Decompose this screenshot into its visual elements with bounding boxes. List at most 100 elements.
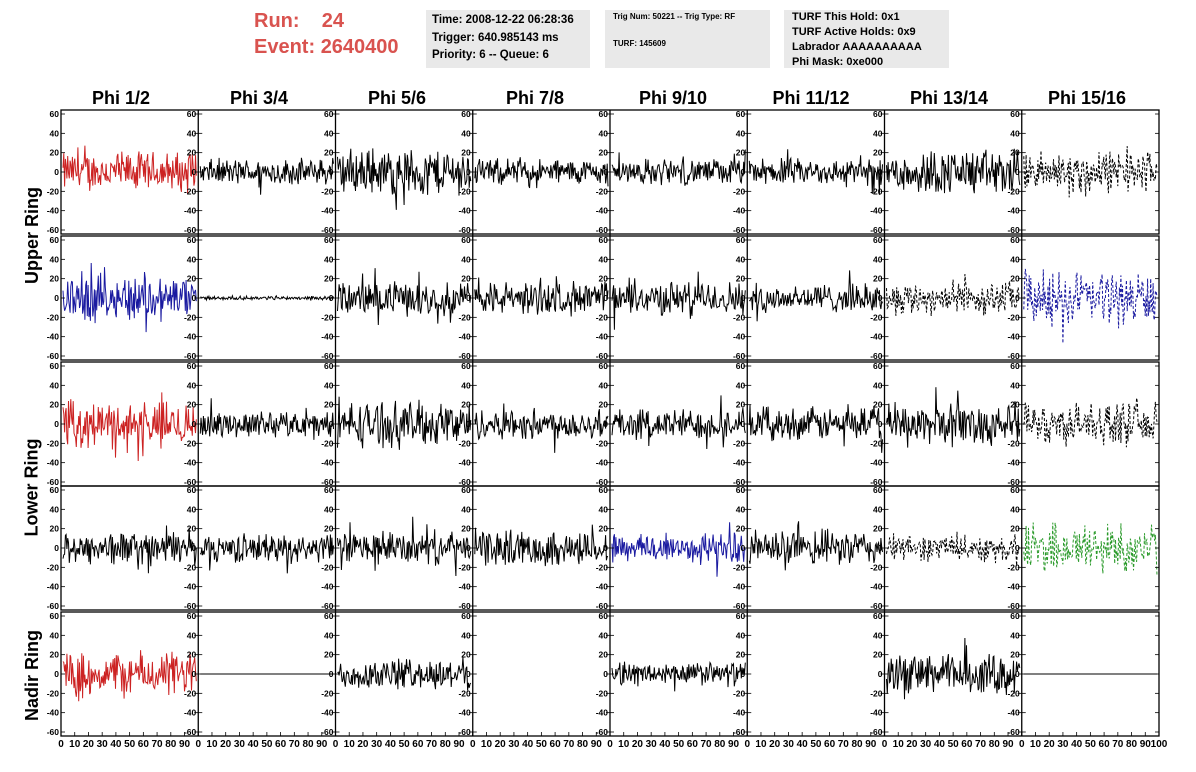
y-tick-label: 40 xyxy=(461,630,471,640)
y-tick-label: 40 xyxy=(599,380,609,390)
y-tick-label: 20 xyxy=(50,400,60,410)
y-tick-label: -40 xyxy=(870,332,883,342)
y-tick-label: 40 xyxy=(324,504,334,514)
y-tick-label: 40 xyxy=(599,630,609,640)
x-tick-label: 60 xyxy=(138,739,150,750)
y-tick-label: -60 xyxy=(321,727,334,737)
y-tick-label: 60 xyxy=(599,109,609,119)
y-tick-label: 60 xyxy=(187,485,197,495)
y-tick-label: -20 xyxy=(184,186,197,196)
x-tick-label: 20 xyxy=(769,739,781,750)
waveform-trace-r3-c5 xyxy=(748,521,883,571)
y-tick-label: -60 xyxy=(184,225,197,235)
x-tick-label: 50 xyxy=(124,739,136,750)
y-tick-label: 0 xyxy=(1015,543,1020,553)
column-title-phi-13-14: Phi 13/14 xyxy=(909,88,989,108)
time-info-box: Time: 2008-12-22 06:28:36 Trigger: 640.9… xyxy=(426,10,590,68)
y-tick-label: 40 xyxy=(599,504,609,514)
x-tick-label: 70 xyxy=(1112,739,1124,750)
y-tick-label: -40 xyxy=(733,708,746,718)
y-tick-label: 60 xyxy=(736,361,746,371)
y-tick-label: 0 xyxy=(54,419,59,429)
y-tick-label: 60 xyxy=(324,235,334,245)
waveform-trace-r1-c6 xyxy=(886,274,1021,317)
y-tick-label: -20 xyxy=(321,438,334,448)
x-tick-label: 10 xyxy=(893,739,905,750)
run-row: Run: 24 xyxy=(254,8,399,34)
y-tick-label: 40 xyxy=(324,630,334,640)
y-tick-label: -20 xyxy=(184,688,197,698)
column-title-phi-7-8: Phi 7/8 xyxy=(505,88,565,108)
y-tick-label: 0 xyxy=(603,167,608,177)
y-tick-label: 20 xyxy=(736,274,746,284)
y-tick-label: -20 xyxy=(733,312,746,322)
y-tick-label: -40 xyxy=(596,458,609,468)
waveform-trace-r0-c5 xyxy=(748,149,883,195)
y-tick-label: -20 xyxy=(596,562,609,572)
y-tick-label: 60 xyxy=(461,485,471,495)
y-tick-label: 40 xyxy=(873,504,883,514)
x-tick-label: 30 xyxy=(371,739,383,750)
y-tick-label: -60 xyxy=(870,477,883,487)
y-tick-label: 40 xyxy=(873,254,883,264)
y-tick-label: 20 xyxy=(873,650,883,660)
y-tick-label: 0 xyxy=(741,419,746,429)
y-tick-label: 60 xyxy=(1010,109,1020,119)
x-tick-label: 20 xyxy=(83,739,95,750)
waveform-trace-r2-c2 xyxy=(337,396,472,450)
y-tick-label: 0 xyxy=(1015,419,1020,429)
y-tick-label: 20 xyxy=(599,148,609,158)
y-tick-label: 20 xyxy=(599,524,609,534)
y-tick-label: 20 xyxy=(873,524,883,534)
x-tick-label: 10 xyxy=(481,739,493,750)
y-tick-label: -60 xyxy=(596,225,609,235)
y-tick-label: -40 xyxy=(47,458,60,468)
column-title-phi-11-12: Phi 11/12 xyxy=(772,88,850,108)
y-tick-label: -20 xyxy=(458,562,471,572)
y-tick-label: -60 xyxy=(47,351,60,361)
y-tick-label: -20 xyxy=(321,688,334,698)
turf-line: TURF: 145609 xyxy=(613,39,666,48)
y-tick-label: -40 xyxy=(870,206,883,216)
x-tick-label: 70 xyxy=(289,739,301,750)
waveform-trace-r1-c3 xyxy=(474,276,609,317)
waveform-trace-r1-c0 xyxy=(62,262,197,333)
y-tick-label: -40 xyxy=(321,708,334,718)
y-tick-label: 60 xyxy=(187,361,197,371)
y-tick-label: -20 xyxy=(321,186,334,196)
y-tick-label: 20 xyxy=(873,148,883,158)
x-tick-label: 50 xyxy=(948,739,960,750)
y-tick-label: 0 xyxy=(54,669,59,679)
waveform-trace-r1-c5 xyxy=(748,270,883,322)
y-tick-label: 40 xyxy=(1010,380,1020,390)
y-tick-label: 20 xyxy=(187,524,197,534)
x-tick-label: 40 xyxy=(522,739,534,750)
x-tick-label: 40 xyxy=(797,739,809,750)
waveform-trace-r2-c0 xyxy=(62,392,197,462)
x-tick-label: 70 xyxy=(152,739,164,750)
y-tick-label: -60 xyxy=(733,351,746,361)
y-tick-label: -40 xyxy=(1007,206,1020,216)
y-tick-label: -20 xyxy=(870,438,883,448)
x-tick-label: 90 xyxy=(1002,739,1014,750)
y-tick-label: 20 xyxy=(187,148,197,158)
y-tick-label: 40 xyxy=(50,504,60,514)
waveform-trace-r0-c3 xyxy=(474,157,609,189)
y-tick-label: 40 xyxy=(187,504,197,514)
x-tick-label: 50 xyxy=(810,739,822,750)
event-row: Event: 2640400 xyxy=(254,34,399,60)
y-tick-label: 60 xyxy=(599,361,609,371)
y-tick-label: 40 xyxy=(461,380,471,390)
y-tick-label: 60 xyxy=(1010,485,1020,495)
event-label: Event: xyxy=(254,36,316,58)
y-tick-label: 0 xyxy=(603,419,608,429)
column-title-phi-3-4: Phi 3/4 xyxy=(229,88,289,108)
y-tick-label: 60 xyxy=(50,235,60,245)
run-event-header: Run: 24 Event: 2640400 xyxy=(254,8,399,60)
y-tick-label: -20 xyxy=(47,562,60,572)
x-tick-label: 20 xyxy=(220,739,232,750)
x-tick-label: 80 xyxy=(577,739,589,750)
x-tick-label: 30 xyxy=(234,739,246,750)
y-tick-label: -20 xyxy=(870,186,883,196)
y-tick-label: -20 xyxy=(321,312,334,322)
